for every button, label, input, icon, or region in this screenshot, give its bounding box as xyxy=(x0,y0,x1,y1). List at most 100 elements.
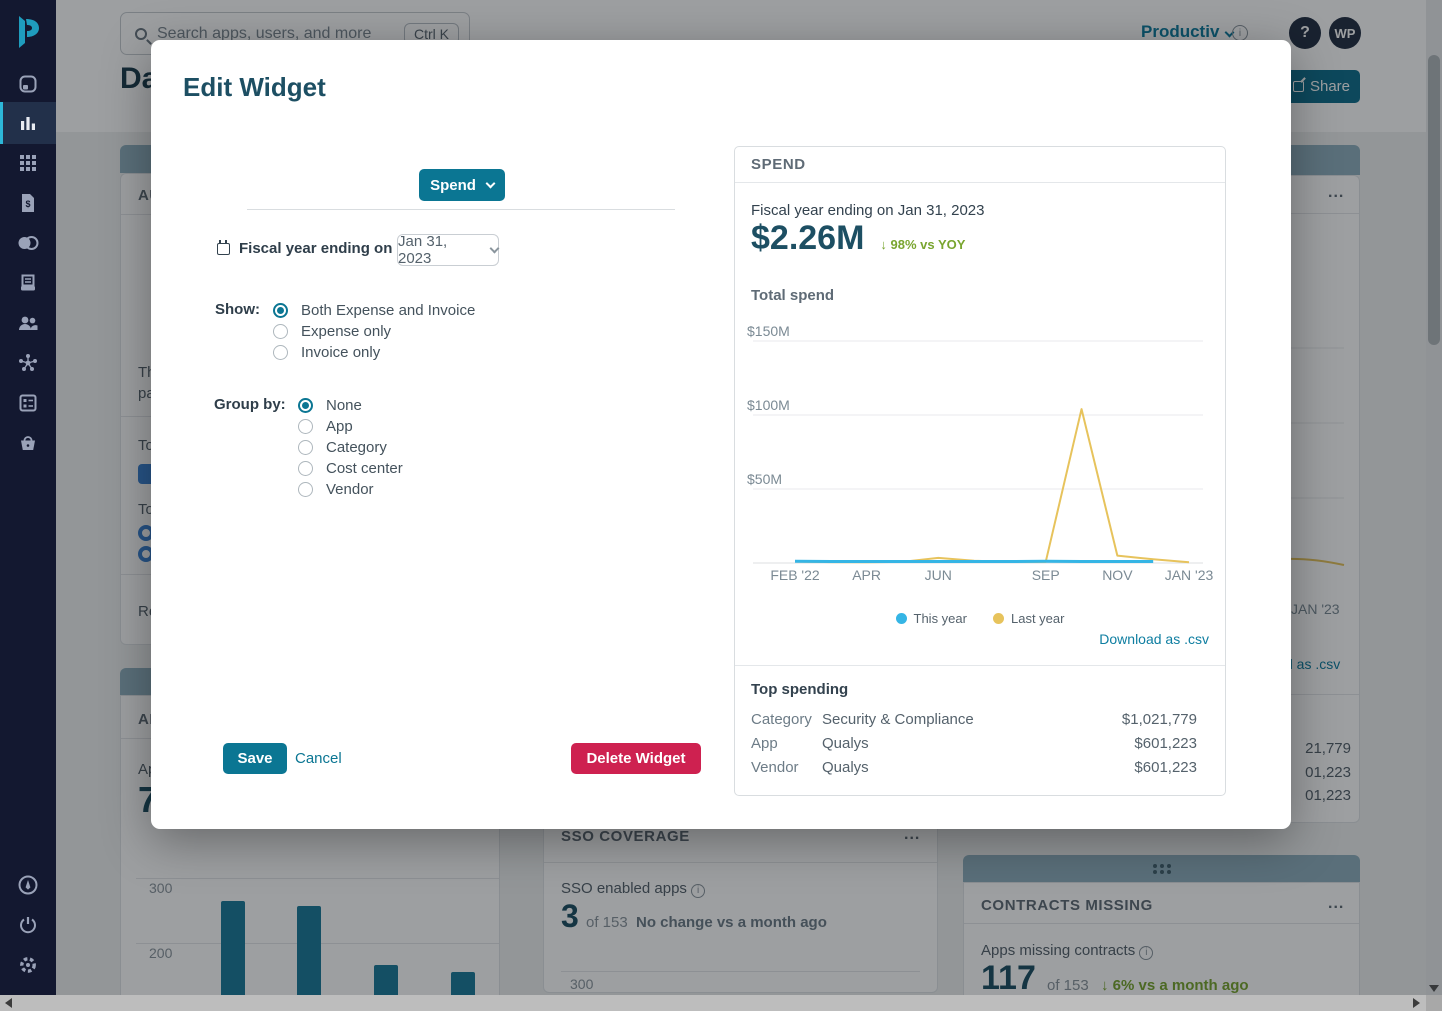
save-button[interactable]: Save xyxy=(223,743,287,774)
y-axis-tick: $50M xyxy=(747,471,783,487)
sidebar-item-workflows[interactable] xyxy=(0,383,56,423)
drag-handle-icon[interactable] xyxy=(1153,864,1157,868)
chart-section-label: Total spend xyxy=(751,287,835,304)
top-spending-row: Category Security & Compliance $1,021,77… xyxy=(751,710,1197,728)
radio-option-none[interactable]: None xyxy=(298,395,362,415)
stat-label: SSO enabled apps i xyxy=(561,880,706,898)
download-link-fragment[interactable]: d as .csv xyxy=(1285,656,1341,672)
radio-option-invoice-only[interactable]: Invoice only xyxy=(273,342,380,362)
info-icon[interactable]: i xyxy=(1139,945,1154,960)
widget-menu-button[interactable]: ... xyxy=(1328,184,1345,201)
fiscal-year-dropdown[interactable]: Jan 31, 2023 xyxy=(397,233,500,267)
chart-legend: This year Last year xyxy=(735,611,1225,626)
y-axis-tick: 200 xyxy=(149,945,173,961)
legend-dot xyxy=(895,613,907,624)
radio-option-app[interactable]: App xyxy=(298,416,353,436)
sidebar-item-explore[interactable] xyxy=(0,865,56,905)
help-button[interactable]: ? xyxy=(1289,17,1321,49)
radio-option-cost-center[interactable]: Cost center xyxy=(298,458,403,478)
vertical-scrollbar[interactable] xyxy=(1426,0,1442,995)
sidebar-item-integrations[interactable] xyxy=(0,343,56,383)
preview-subtitle: Fiscal year ending on Jan 31, 2023 xyxy=(751,202,985,219)
chevron-down-icon xyxy=(489,243,500,253)
yoy-delta: ↓ 98% vs YOY xyxy=(880,237,966,252)
stat-big-number: 3 xyxy=(561,898,579,934)
y-axis-tick: $150M xyxy=(747,323,790,339)
widget-drag-strip[interactable] xyxy=(963,855,1360,882)
stat-of-total: of 153 xyxy=(1047,977,1089,994)
y-tick-fragment: 300 xyxy=(570,976,594,992)
sidebar-item-logout[interactable] xyxy=(0,905,56,945)
scrollbar-corner xyxy=(1426,995,1442,1011)
sidebar-item-procurement[interactable] xyxy=(0,423,56,463)
y-axis-tick: $100M xyxy=(747,397,790,413)
total-spend-value: $2.26M xyxy=(751,219,865,257)
scroll-right-arrow[interactable] xyxy=(1413,998,1420,1008)
sidebar-item-analytics[interactable] xyxy=(0,102,56,144)
vertical-scrollbar-thumb[interactable] xyxy=(1428,55,1440,345)
radio-icon[interactable] xyxy=(273,302,288,318)
widget-menu-button[interactable]: ... xyxy=(1328,895,1345,912)
radio-icon[interactable] xyxy=(298,418,313,434)
x-axis-tick: APR xyxy=(852,567,882,583)
x-axis-tick: JUN xyxy=(924,567,952,583)
delete-widget-button[interactable]: Delete Widget xyxy=(571,743,701,774)
radio-icon[interactable] xyxy=(298,460,313,476)
bar xyxy=(451,972,475,996)
widget-type-dropdown[interactable]: Spend xyxy=(419,169,505,201)
stat-label: Apps missing contracts i xyxy=(981,942,1154,960)
sidebar-item-spend-doc[interactable]: $ xyxy=(0,183,56,223)
widget-menu-button[interactable]: ... xyxy=(904,826,921,843)
productiv-logo[interactable] xyxy=(12,12,44,52)
info-icon[interactable]: i xyxy=(691,883,706,898)
widget-text-fragment: To xyxy=(138,437,154,454)
share-icon xyxy=(1292,81,1304,92)
widget-text-fragment: pa xyxy=(138,385,155,402)
edit-widget-modal: Edit Widget Spend Fiscal year ending on … xyxy=(151,40,1291,829)
share-button[interactable]: Share xyxy=(1283,70,1360,103)
stat-delta: No change vs a month ago xyxy=(636,914,827,931)
radio-icon[interactable] xyxy=(273,344,288,360)
divider xyxy=(735,665,1225,666)
stat-big-number: 117 xyxy=(981,959,1036,997)
sidebar-item-users[interactable] xyxy=(0,303,56,343)
top-spending-row: App Qualys $601,223 xyxy=(751,734,1197,752)
horizontal-scrollbar[interactable] xyxy=(0,995,1442,1011)
scroll-left-arrow[interactable] xyxy=(5,998,12,1008)
radio-icon[interactable] xyxy=(298,397,313,413)
widget-title: SSO COVERAGE xyxy=(561,828,690,845)
x-axis-tick: JAN '23 xyxy=(1164,567,1214,583)
radio-option-vendor[interactable]: Vendor xyxy=(298,479,374,499)
sidebar-item-settings[interactable] xyxy=(0,945,56,985)
ai-bar-chart: 300200100 xyxy=(136,873,499,996)
scroll-down-arrow[interactable] xyxy=(1429,985,1439,992)
preview-title: SPEND xyxy=(751,156,806,173)
avatar[interactable]: WP xyxy=(1329,17,1361,49)
spend-line-chart: $150M $100M $50M FEB '22 APR JUN SEP NOV JAN '23 xyxy=(743,323,1213,593)
org-selector[interactable]: Productiv xyxy=(1141,22,1235,42)
sidebar-item-overview[interactable] xyxy=(0,64,56,104)
bar xyxy=(221,900,245,996)
radio-option-both[interactable]: Both Expense and Invoice xyxy=(273,300,475,320)
group-by-label: Group by: xyxy=(214,396,286,413)
calendar-icon xyxy=(217,239,230,255)
download-csv-link[interactable]: Download as .csv xyxy=(1099,631,1209,647)
top-spending-value: 21,779 xyxy=(1305,740,1351,757)
radio-option-expense-only[interactable]: Expense only xyxy=(273,321,391,341)
x-axis-tick: FEB '22 xyxy=(770,567,820,583)
radio-icon[interactable] xyxy=(273,323,288,339)
widget-title: CONTRACTS MISSING xyxy=(981,897,1153,914)
cancel-link[interactable]: Cancel xyxy=(295,750,342,767)
widget-text-fragment: To xyxy=(138,501,154,518)
sidebar-item-overlap[interactable] xyxy=(0,223,56,263)
sidebar-item-apps-grid[interactable] xyxy=(0,143,56,183)
radio-icon[interactable] xyxy=(298,481,313,497)
radio-option-category[interactable]: Category xyxy=(298,437,387,457)
search-icon xyxy=(135,27,147,40)
radio-icon[interactable] xyxy=(298,439,313,455)
widget-title: AI xyxy=(138,711,155,728)
legend-this-year: This year xyxy=(895,611,967,626)
sidebar-item-invoices[interactable] xyxy=(0,263,56,303)
svg-text:$: $ xyxy=(25,199,30,209)
search-input[interactable] xyxy=(157,24,404,43)
